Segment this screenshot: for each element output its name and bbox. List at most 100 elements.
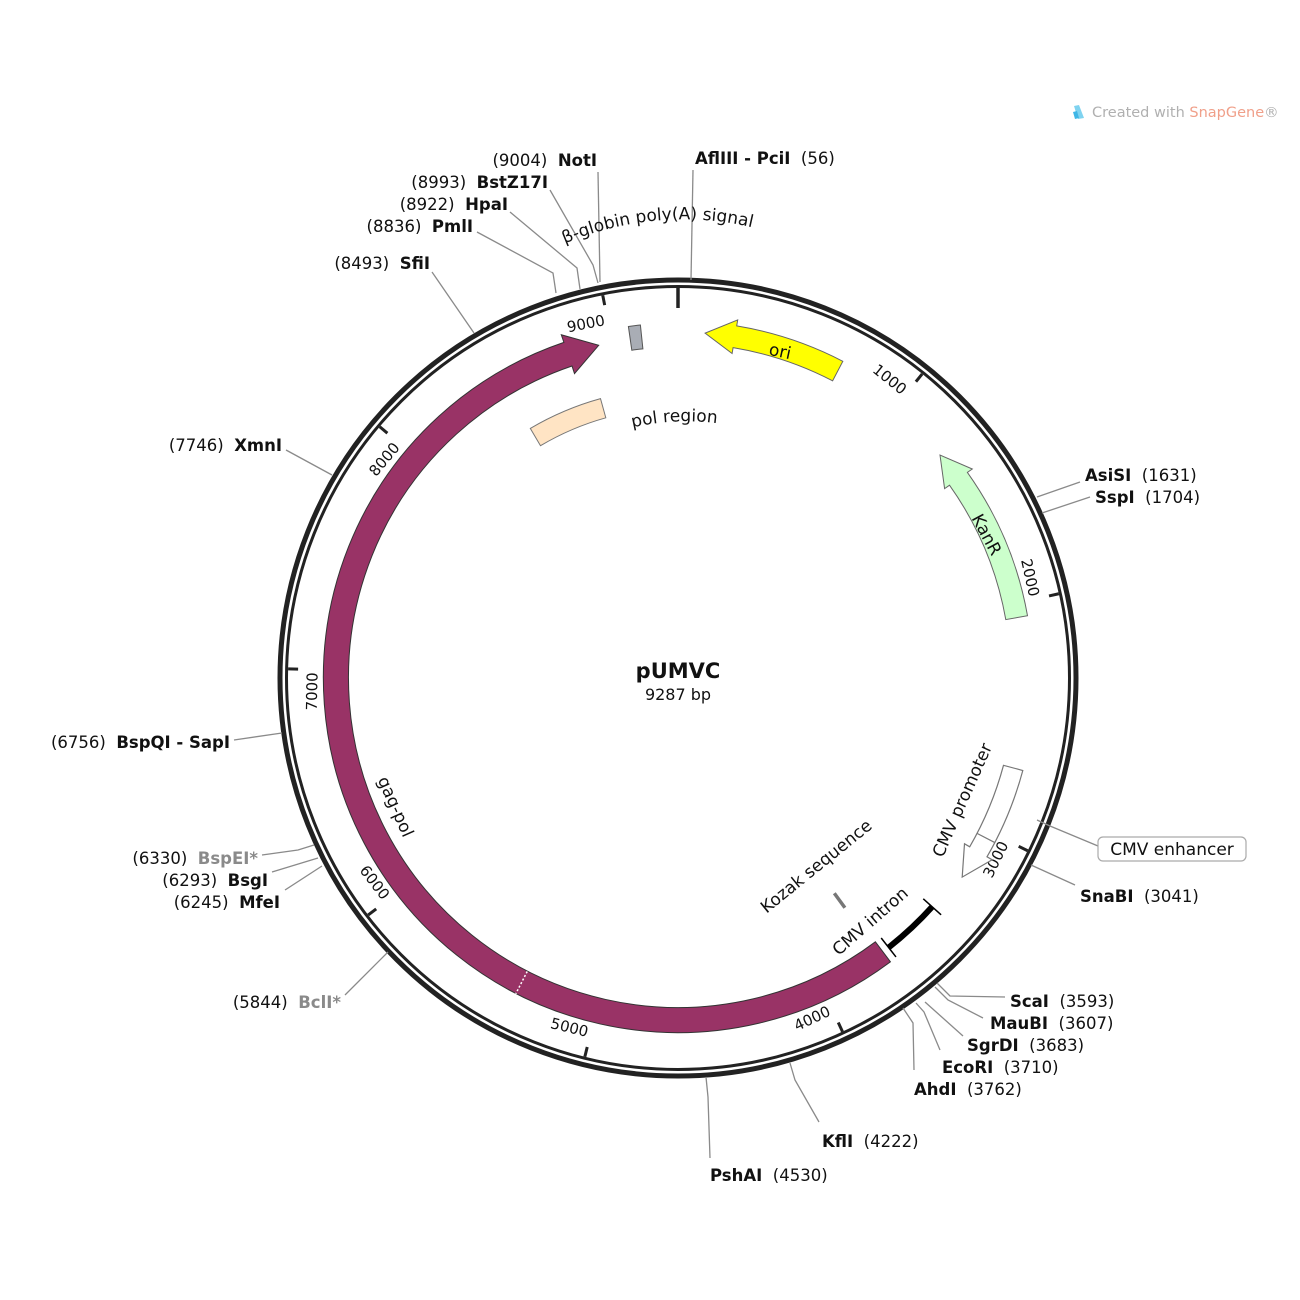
- watermark-prefix: Created with: [1092, 105, 1190, 121]
- site-label-maubi: MauBI (3607): [990, 1014, 1113, 1033]
- feature-gag-pol-arrow: [322, 334, 892, 1034]
- feature-kanr-arrow: [939, 454, 1029, 621]
- tick-6000: [367, 907, 378, 917]
- site-name: AsiSI: [1085, 466, 1131, 485]
- site-leader-asisi: [1036, 481, 1081, 498]
- gag-pol-junction-marker: [515, 971, 528, 995]
- site-leader-bspei: [261, 844, 315, 856]
- site-leader-sspi: [1041, 496, 1091, 514]
- site-leader-sfii: [431, 271, 475, 334]
- site-position: (8993): [411, 173, 476, 192]
- site-leader-ecori: [915, 1002, 941, 1051]
- cmv-promoter-divider: [976, 832, 996, 844]
- feature-bglobin-box: [627, 324, 644, 351]
- site-label-kfli: KflI (4222): [822, 1132, 919, 1151]
- site-name: NotI: [558, 151, 597, 170]
- site-label-ecori: EcoRI (3710): [942, 1058, 1059, 1077]
- site-leader-hpai: [509, 211, 581, 290]
- tick-8000: [378, 425, 389, 435]
- tick-label: 7000: [303, 672, 322, 711]
- site-leader-bspqi-sapi: [233, 732, 283, 741]
- site-leader-sgrdi: [924, 1001, 964, 1037]
- site-position: (3710): [993, 1058, 1058, 1077]
- site-name: BsgI: [228, 871, 268, 890]
- site-name: SgrDI: [967, 1036, 1019, 1055]
- tick-2000: [1048, 592, 1060, 598]
- site-position: (1631): [1131, 466, 1196, 485]
- site-label-afliii-pcii: AflIII - PciI (56): [695, 149, 835, 168]
- cmv-intron-end-cap: [922, 898, 942, 916]
- site-name: PshAI: [710, 1166, 762, 1185]
- site-label-noti: (9004) NotI: [492, 151, 597, 170]
- bglobin-text-path: β-globin poly(A) signal: [559, 204, 755, 248]
- cmv-intron-end-cap: [880, 937, 897, 958]
- feature-pol-region-box: [529, 397, 607, 447]
- site-name: EcoRI: [942, 1058, 993, 1077]
- site-label-bspei: (6330) BspEI*: [132, 849, 258, 868]
- site-position: (1704): [1135, 488, 1200, 507]
- site-position: (6330): [132, 849, 197, 868]
- site-leader-pshai: [705, 1076, 711, 1159]
- restriction-sites: (9004) NotI (8993) BstZ17I (8922) HpaI (883…: [51, 149, 1200, 1185]
- site-label-sspi: SspI (1704): [1095, 488, 1200, 507]
- site-position: (3762): [956, 1080, 1021, 1099]
- site-name: MauBI: [990, 1014, 1048, 1033]
- site-leader-noti: [597, 171, 601, 283]
- feature-label-pol-region: pol region: [629, 406, 718, 432]
- site-leader-ahdi: [902, 1007, 915, 1071]
- site-name: SspI: [1095, 488, 1135, 507]
- cmv-enhancer-box: [1097, 836, 1247, 862]
- site-name: SfiI: [400, 254, 430, 273]
- site-position: (8836): [367, 217, 432, 236]
- feature-label-cmv-enhancer: CMV enhancer: [1110, 840, 1234, 860]
- site-position: (6245): [174, 893, 239, 912]
- feature-ori-arrow: [704, 319, 844, 382]
- site-name: BstZ17I: [477, 173, 548, 192]
- feature-label-kozak: Kozak sequence: [757, 816, 876, 918]
- site-label-scai: ScaI (3593): [1010, 992, 1114, 1011]
- site-position: (3607): [1048, 1014, 1113, 1033]
- tick-1000: [914, 372, 924, 383]
- feature-label-bglobin: β-globin poly(A) signal: [559, 204, 755, 248]
- site-leader-mfei: [284, 865, 323, 891]
- watermark-suffix: ®: [1264, 105, 1279, 121]
- site-leader-bsgi: [271, 857, 319, 873]
- site-name: XmnI: [234, 436, 282, 455]
- site-leader-bstz17i: [549, 189, 599, 284]
- tick-label: 9000: [565, 311, 606, 336]
- site-position: (8493): [334, 254, 399, 273]
- feature-label-ori: ori: [767, 340, 793, 364]
- site-name: KflI: [822, 1132, 853, 1151]
- site-name: BspQI - SapI: [116, 733, 230, 752]
- site-label-bspqi-sapi: (6756) BspQI - SapI: [51, 733, 230, 752]
- watermark-brand: SnapGene: [1189, 105, 1265, 121]
- site-name: AhdI: [914, 1080, 956, 1099]
- site-label-xmni: (7746) XmnI: [169, 436, 282, 455]
- site-name: PmlI: [432, 217, 473, 236]
- site-label-ahdi: AhdI (3762): [914, 1080, 1022, 1099]
- site-position: (3593): [1049, 992, 1114, 1011]
- site-label-pmli: (8836) PmlI: [367, 217, 473, 236]
- site-leader-pmli: [476, 231, 557, 294]
- site-position: (5844): [233, 993, 298, 1012]
- site-leader-maubi: [934, 986, 984, 1019]
- feature-cmv-promoter-arrow: [961, 764, 1024, 879]
- plasmid-length: 9287 bp: [645, 685, 711, 704]
- site-position: (3683): [1019, 1036, 1084, 1055]
- site-label-bstz17i: (8993) BstZ17I: [411, 173, 548, 192]
- site-label-snabi: SnaBI (3041): [1080, 887, 1199, 906]
- site-label-sfii: (8493) SfiI: [334, 254, 430, 273]
- site-position: (6293): [162, 871, 227, 890]
- site-name: AflIII - PciI: [695, 149, 790, 168]
- plasmid-name: pUMVC: [636, 659, 721, 683]
- site-leader-bcli: [344, 951, 389, 996]
- site-label-mfei: (6245) MfeI: [174, 893, 280, 912]
- features: [322, 319, 1029, 1034]
- backbone-inner-ring: [285, 285, 1071, 1071]
- snapgene-logo-icon: [1073, 105, 1084, 119]
- site-label-hpai: (8922) HpaI: [400, 195, 508, 214]
- tick-3000: [1018, 844, 1029, 853]
- site-name: ScaI: [1010, 992, 1049, 1011]
